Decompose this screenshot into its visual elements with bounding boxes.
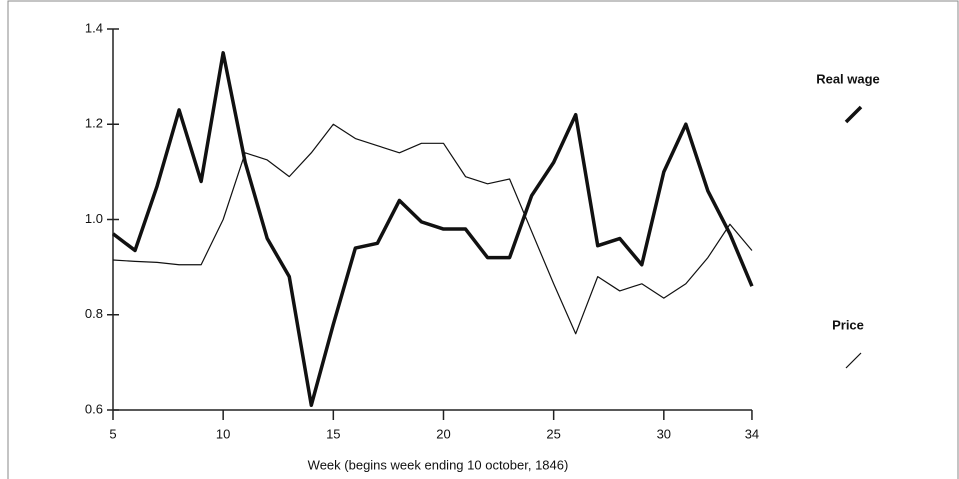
x-tick-label: 30 (657, 426, 671, 441)
series-line (111, 51, 754, 407)
x-tick-label: 5 (109, 426, 116, 441)
x-axis-label: Week (begins week ending 10 october, 184… (308, 457, 569, 472)
y-tick-label: 1.2 (85, 116, 103, 131)
legend-swatch (844, 105, 863, 124)
x-tick-label: 15 (326, 426, 340, 441)
legend-label: Price (832, 317, 864, 332)
y-tick-label: 0.6 (85, 401, 103, 416)
series-line (112, 123, 753, 335)
legend-label: Real wage (816, 71, 880, 86)
y-tick-label: 1.0 (85, 211, 103, 226)
x-tick-label: 10 (216, 426, 230, 441)
x-tick-label: 20 (436, 426, 450, 441)
x-tick-label: 34 (745, 426, 759, 441)
y-tick-label: 1.4 (85, 20, 103, 35)
x-tick-label: 25 (546, 426, 560, 441)
frame (7, 0, 959, 479)
y-tick-label: 0.8 (85, 306, 103, 321)
legend-swatch (845, 352, 862, 369)
